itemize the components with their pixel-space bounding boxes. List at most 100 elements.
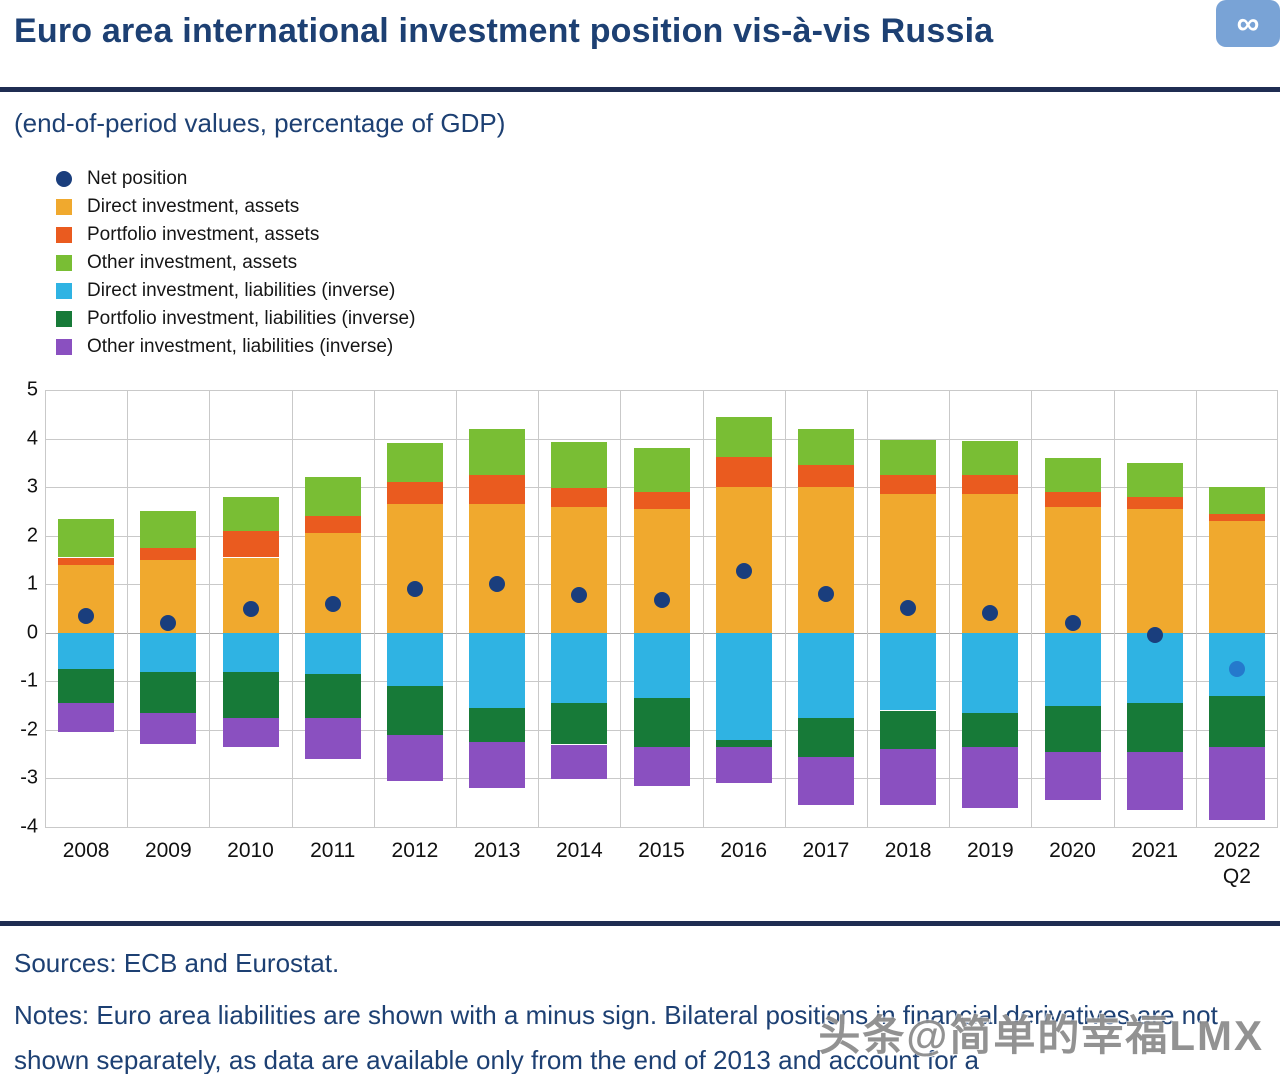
- legend-label: Other investment, liabilities (inverse): [87, 336, 394, 357]
- bar-segment-other-investment-liabilities: [715, 746, 772, 784]
- infinity-logo-icon: ∞: [1216, 0, 1280, 47]
- gridline-vertical: [127, 390, 129, 827]
- bar-segment-other-investment-liabilities: [1208, 746, 1265, 820]
- bar-segment-direct-investment-liabilities: [222, 632, 279, 672]
- gridline-vertical: [456, 390, 457, 827]
- y-axis-tick-label: -4: [20, 815, 38, 838]
- bar-segment-other-investment-liabilities: [962, 746, 1019, 808]
- legend-label: Portfolio investment, liabilities (inver…: [87, 308, 416, 329]
- bar-segment-direct-investment-liabilities: [304, 632, 361, 675]
- x-axis-tick-label: 2011: [310, 839, 356, 862]
- other-investment-liabilities-swatch-icon: [56, 339, 72, 355]
- sources-text: Sources: ECB and Eurostat.: [14, 948, 340, 978]
- gridline-vertical: [1195, 390, 1197, 827]
- y-axis-tick-label: 0: [26, 621, 38, 644]
- bar-segment-direct-investment-assets: [551, 506, 608, 633]
- bar-segment-direct-investment-assets: [304, 533, 361, 633]
- net-position-dot: [1228, 661, 1245, 678]
- bar-segment-direct-investment-liabilities: [633, 632, 690, 699]
- bar-segment-portfolio-investment-assets: [880, 475, 937, 495]
- bar-segment-direct-investment-liabilities: [1044, 632, 1101, 706]
- bar-segment-direct-investment-liabilities: [962, 632, 1019, 713]
- net-position-dot: [1146, 627, 1163, 644]
- net-position-dot: [653, 591, 670, 608]
- y-axis-tick-label: 2: [26, 524, 38, 547]
- bar-segment-direct-investment-assets: [1208, 521, 1265, 633]
- bar-segment-direct-investment-liabilities: [386, 632, 443, 687]
- gridline-vertical: [949, 390, 951, 827]
- y-axis-tick-label: -1: [20, 669, 38, 692]
- bar-segment-portfolio-investment-liabilities: [1044, 705, 1101, 752]
- x-axis-tick-label: 2017: [802, 839, 850, 862]
- bar-segment-other-investment-assets: [140, 511, 197, 548]
- x-axis-tick-label: 2008: [62, 839, 110, 862]
- x-axis-tick-label: 2022 Q2: [1213, 839, 1261, 889]
- bar-segment-direct-investment-assets: [715, 487, 772, 633]
- gridline-vertical: [538, 390, 540, 827]
- bar-segment-other-investment-liabilities: [140, 712, 197, 745]
- bar-segment-other-investment-assets: [222, 496, 279, 531]
- bar-segment-other-investment-assets: [469, 428, 526, 475]
- y-axis: 5 4 3 2 1 0 -1 -2 -3 -4: [0, 379, 38, 838]
- bar-segment-direct-investment-liabilities: [551, 632, 608, 704]
- gridline-vertical: [1031, 390, 1033, 827]
- gridline-vertical: [620, 390, 622, 827]
- direct-investment-assets-swatch-icon: [56, 199, 72, 215]
- bar-segment-portfolio-investment-liabilities: [633, 698, 690, 747]
- x-axis-tick-label: 2013: [473, 839, 521, 862]
- net-position-swatch-icon: [56, 171, 72, 187]
- x-axis-tick-label: 2016: [720, 839, 768, 862]
- y-axis-tick-label: 5: [26, 378, 38, 401]
- net-position-dot: [982, 605, 999, 622]
- bar-segment-other-investment-assets: [962, 441, 1019, 475]
- y-axis-tick-label: 1: [26, 572, 38, 595]
- gridline-vertical: [373, 390, 375, 827]
- legend-item-portfolio-investment-liabilities: Portfolio investment, liabilities (inver…: [56, 308, 416, 329]
- bar-segment-portfolio-investment-liabilities: [140, 671, 197, 713]
- direct-investment-liabilities-swatch-icon: [56, 283, 72, 299]
- gridline-horizontal: [45, 438, 1278, 440]
- bar-segment-direct-investment-liabilities: [58, 632, 115, 670]
- bar-segment-portfolio-investment-assets: [633, 492, 690, 509]
- net-position-dot: [817, 585, 834, 602]
- plot-area: [45, 390, 1278, 828]
- bar-segment-other-investment-assets: [633, 448, 690, 492]
- gridline-vertical: [291, 390, 293, 827]
- portfolio-investment-liabilities-swatch-icon: [56, 311, 72, 327]
- gridline-vertical: [1277, 390, 1278, 827]
- bar-segment-portfolio-investment-liabilities: [962, 712, 1019, 747]
- x-axis-tick-label: 2012: [391, 839, 439, 862]
- portfolio-investment-assets-swatch-icon: [56, 227, 72, 243]
- net-position-dot: [406, 581, 423, 598]
- bar-segment-portfolio-investment-assets: [797, 465, 854, 488]
- legend-label: Direct investment, liabilities (inverse): [87, 280, 396, 301]
- bar-segment-other-investment-liabilities: [1126, 751, 1183, 810]
- bar-segment-direct-investment-assets: [797, 487, 854, 633]
- bar-segment-other-investment-assets: [386, 443, 443, 483]
- infinity-glyph: ∞: [1236, 5, 1260, 41]
- net-position-dot: [242, 600, 259, 617]
- net-position-dot: [735, 562, 752, 579]
- bar-segment-direct-investment-liabilities: [880, 632, 937, 711]
- gridline-vertical: [867, 390, 868, 827]
- bar-segment-portfolio-investment-assets: [962, 475, 1019, 495]
- legend-item-other-investment-assets: Other investment, assets: [56, 252, 415, 273]
- bar-segment-portfolio-investment-liabilities: [880, 710, 937, 750]
- bar-segment-portfolio-investment-liabilities: [1126, 703, 1183, 752]
- gridline-vertical: [209, 390, 211, 827]
- bar-segment-portfolio-investment-assets: [58, 557, 115, 565]
- bar-segment-portfolio-investment-liabilities: [797, 717, 854, 757]
- bar-segment-portfolio-investment-assets: [1126, 496, 1183, 509]
- chart-subtitle: (end-of-period values, percentage of GDP…: [14, 108, 506, 138]
- bar-segment-direct-investment-assets: [386, 504, 443, 633]
- bar-segment-direct-investment-liabilities: [469, 632, 526, 709]
- bar-segment-other-investment-assets: [1126, 462, 1183, 497]
- bar-segment-other-investment-liabilities: [551, 744, 608, 779]
- bar-segment-other-investment-assets: [715, 416, 772, 457]
- bar-segment-direct-investment-liabilities: [140, 632, 197, 672]
- bar-segment-other-investment-assets: [551, 442, 608, 489]
- x-axis-tick-label: 2018: [884, 839, 932, 862]
- legend-label: Net position: [87, 168, 188, 189]
- chart: 5 4 3 2 1 0 -1 -2 -3 -4 2008 2009 2010 2011 2012 2013 2…: [0, 379, 1280, 890]
- bar-segment-other-investment-assets: [1044, 458, 1101, 492]
